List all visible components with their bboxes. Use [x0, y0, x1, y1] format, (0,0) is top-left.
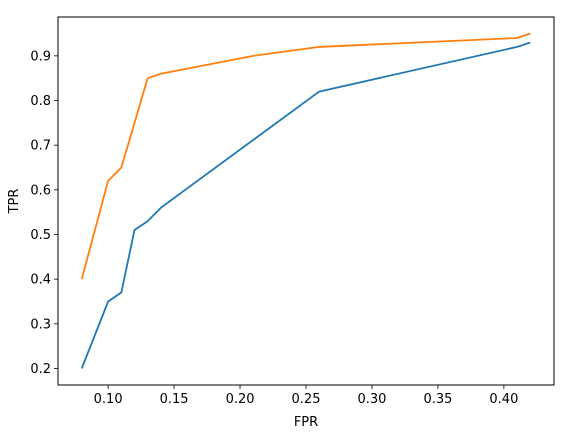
x-tick-label: 0.35: [423, 392, 452, 407]
y-tick-label: 0.6: [30, 183, 51, 198]
y-tick-label: 0.7: [30, 139, 51, 154]
y-axis-label: TPR: [7, 189, 22, 215]
y-tick-label: 0.5: [30, 228, 51, 243]
x-axis-ticks: 0.10 0.15 0.20 0.25 0.30 0.35 0.40: [94, 385, 518, 407]
y-tick-label: 0.4: [30, 273, 51, 288]
series-line-2: [80, 32, 531, 280]
x-tick-label: 0.40: [489, 392, 518, 407]
x-tick-label: 0.20: [226, 392, 255, 407]
x-tick-label: 0.15: [160, 392, 189, 407]
x-axis-label: FPR: [294, 415, 318, 430]
x-tick-label: 0.10: [94, 392, 123, 407]
x-tick-label: 0.25: [292, 392, 321, 407]
y-axis-ticks: 0.2 0.3 0.4 0.5 0.6 0.7 0.8 0.9: [30, 49, 58, 377]
series-line-1: [80, 41, 531, 369]
y-tick-label: 0.8: [30, 94, 51, 109]
y-tick-label: 0.9: [30, 49, 51, 64]
y-tick-label: 0.2: [30, 362, 51, 377]
series-layer: [80, 32, 531, 369]
x-tick-label: 0.30: [357, 392, 386, 407]
y-tick-label: 0.3: [30, 317, 51, 332]
plot-frame: [57, 16, 555, 386]
